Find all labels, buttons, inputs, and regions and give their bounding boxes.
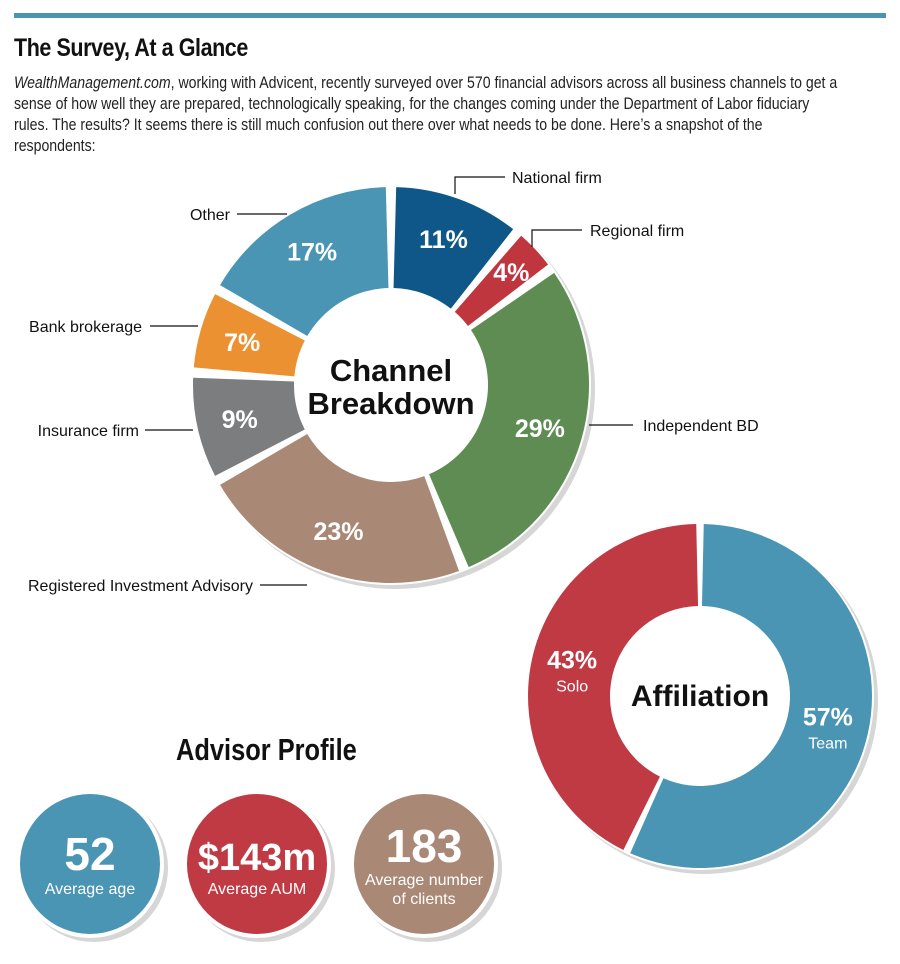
channel-slice-other [220, 187, 389, 337]
channel-pct-insurance-firm: 9% [222, 406, 258, 434]
channel-pct-national-firm: 11% [419, 226, 468, 254]
stat-circle-2 [187, 794, 327, 934]
channel-slice-insurance-firm [193, 377, 305, 476]
channel-breakdown-chart: 11% National firm 4% Regional firm 29% Indepe… [28, 170, 759, 595]
channel-label-registered-investment-advisory: Registered Investment Advisory [28, 578, 253, 595]
page-title: The Survey, At a Glance [14, 34, 248, 62]
channel-pct-regional-firm: 4% [493, 259, 529, 287]
channel-slice-independent-bd [429, 272, 589, 568]
channel-leader-line-regional-firm [531, 229, 582, 247]
channel-pct-other: 17% [287, 239, 337, 267]
affiliation-title: Affiliation [631, 680, 769, 713]
stat-label: of clients [392, 891, 455, 908]
channel-label-independent-bd: Independent BD [643, 418, 759, 435]
channel-title-line: Channel [330, 353, 452, 388]
affiliation-donut-hole [611, 607, 789, 785]
advisor-profile-title: Advisor Profile [176, 732, 357, 767]
channel-label-bank-brokerage: Bank brokerage [29, 319, 142, 336]
channel-pct-independent-bd: 29% [515, 415, 565, 443]
top-accent-bar [14, 13, 886, 18]
stat-label: Average AUM [208, 881, 306, 898]
stat-value: 183 [386, 820, 463, 872]
stat-circle-3 [354, 794, 494, 934]
affiliation-label-team: Team [808, 736, 847, 753]
intro-site-name: WealthManagement.com [14, 73, 171, 92]
affiliation-chart: 57% Team 43% Solo Affiliation [526, 522, 878, 874]
affiliation-label-solo: Solo [556, 678, 588, 695]
stat-label: Average number [365, 872, 484, 889]
channel-pct-bank-brokerage: 7% [224, 329, 260, 357]
channel-title-line: Breakdown [307, 386, 474, 421]
channel-slice-bank-brokerage [193, 294, 305, 377]
channel-slice-national-firm [393, 187, 514, 309]
channel-label-other: Other [190, 207, 231, 224]
channel-label-insurance-firm: Insurance firm [38, 423, 139, 440]
channel-leader-line-national-firm [454, 176, 505, 194]
stat-circle-1 [20, 794, 160, 934]
intro-paragraph: WealthManagement.com, working with Advic… [14, 72, 844, 156]
affiliation-slice-solo [528, 524, 699, 850]
channel-slice-regional-firm [454, 235, 549, 326]
channel-slice-registered-investment-advisory [220, 433, 460, 584]
stat-label: Average age [45, 881, 136, 898]
affiliation-pct-solo: 43% [547, 646, 597, 674]
channel-donut-hole [295, 289, 487, 481]
affiliation-slice-team [630, 524, 873, 868]
intro-text: , working with Advicent, recently survey… [14, 73, 838, 155]
channel-label-regional-firm: Regional firm [590, 223, 684, 240]
affiliation-pct-team: 57% [803, 704, 853, 732]
stat-value: $143m [198, 837, 316, 879]
channel-label-national-firm: National firm [512, 170, 602, 187]
channel-pct-registered-investment-advisory: 23% [313, 518, 363, 546]
stat-value: 52 [64, 828, 115, 880]
